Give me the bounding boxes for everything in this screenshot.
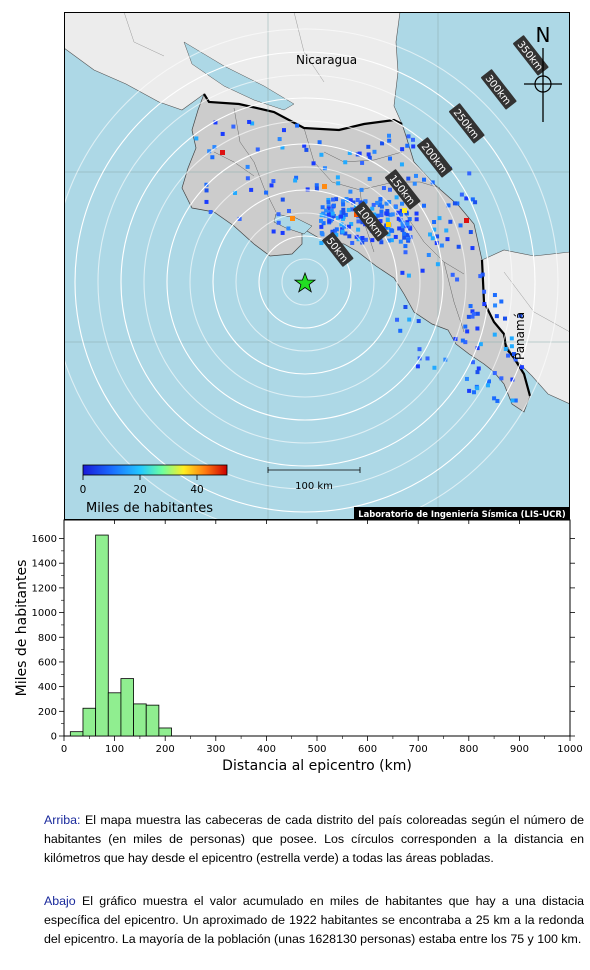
caption-top: Arriba: El mapa muestra las cabeceras de… bbox=[44, 811, 584, 868]
x-tick-label: 300 bbox=[206, 744, 225, 755]
scale-bar: 100 km bbox=[267, 467, 361, 492]
histogram-bars bbox=[69, 534, 172, 737]
colorbar-tick-0: 0 bbox=[80, 484, 87, 496]
y-tick-label: 600 bbox=[38, 657, 57, 668]
caption-top-lead: Arriba: bbox=[44, 813, 81, 827]
y-tick-label: 1600 bbox=[32, 534, 57, 545]
caption-bottom-text: El gráfico muestra el valor acumulado en… bbox=[44, 894, 584, 946]
x-tick-label: 200 bbox=[156, 744, 175, 755]
histogram-bar bbox=[145, 704, 160, 737]
colorbar-tick-20: 20 bbox=[133, 484, 146, 496]
x-tick-label: 500 bbox=[307, 744, 326, 755]
colorbar-label: Miles de habitantes bbox=[86, 501, 213, 516]
distance-ring bbox=[64, 28, 559, 520]
distance-ring bbox=[143, 120, 467, 444]
costa-rica-land bbox=[181, 93, 531, 413]
y-tick-label: 0 bbox=[51, 732, 57, 743]
distance-ring bbox=[120, 97, 490, 467]
x-tick-label: 400 bbox=[257, 744, 276, 755]
distance-ring bbox=[212, 189, 398, 375]
histogram-bar bbox=[133, 703, 147, 737]
x-tick-label: 800 bbox=[459, 744, 478, 755]
distance-ring bbox=[235, 212, 375, 352]
y-tick-label: 200 bbox=[38, 707, 57, 718]
x-tick-label: 900 bbox=[510, 744, 529, 755]
scale-bar-label: 100 km bbox=[295, 481, 333, 492]
distance-ring bbox=[97, 74, 513, 490]
histogram-bar bbox=[82, 707, 97, 737]
label-nicaragua: Nicaragua bbox=[296, 53, 357, 67]
distance-ring bbox=[281, 258, 329, 306]
y-tick-label: 1400 bbox=[32, 559, 57, 570]
svg-text:N: N bbox=[536, 23, 551, 47]
y-tick-label: 1200 bbox=[32, 583, 57, 594]
caption-bottom-lead: Abajo bbox=[44, 894, 76, 908]
x-tick-label: 700 bbox=[409, 744, 428, 755]
x-tick-label: 0 bbox=[61, 744, 67, 755]
y-tick-label: 400 bbox=[38, 682, 57, 693]
histogram-bar bbox=[69, 731, 84, 737]
lake-nicaragua bbox=[183, 41, 295, 111]
north-arrow-icon: N bbox=[524, 23, 562, 122]
distance-ring bbox=[258, 235, 352, 329]
y-tick-label: 800 bbox=[38, 633, 57, 644]
colorbar-tick-40: 40 bbox=[190, 484, 203, 496]
border-north bbox=[203, 93, 403, 132]
distance-rings bbox=[64, 28, 559, 520]
caption-bottom: Abajo El gráfico muestra el valor acumul… bbox=[44, 892, 584, 949]
y-axis-label: Miles de habitantes bbox=[14, 560, 30, 697]
distance-ring bbox=[74, 51, 536, 513]
credit-label: Laboratorio de Ingeniería Sísmica (LIS-U… bbox=[358, 509, 566, 519]
colorbar: 0 20 40 Miles de habitantes bbox=[80, 464, 228, 516]
epicenter-star bbox=[293, 271, 317, 293]
y-tick-label: 1000 bbox=[32, 608, 57, 619]
x-tick-label: 1000 bbox=[557, 744, 582, 755]
x-tick-label: 600 bbox=[358, 744, 377, 755]
histogram-bar bbox=[158, 727, 172, 737]
distance-ring bbox=[166, 143, 444, 421]
district-markers bbox=[194, 119, 524, 403]
caption-top-text: El mapa muestra las cabeceras de cada di… bbox=[44, 813, 584, 865]
gulf-nicoya bbox=[273, 213, 313, 235]
distance-ring bbox=[189, 166, 421, 398]
label-panama: Panamá bbox=[513, 312, 527, 360]
histogram-bar bbox=[107, 692, 122, 737]
x-tick-label: 100 bbox=[105, 744, 124, 755]
histogram-bar bbox=[95, 534, 109, 737]
histogram: 0 100 200 300 400 500 600 700 800 900 1000 0 200 400… bbox=[14, 519, 583, 774]
histogram-bar bbox=[120, 678, 134, 737]
x-axis-label: Distancia al epicentro (km) bbox=[222, 758, 412, 774]
